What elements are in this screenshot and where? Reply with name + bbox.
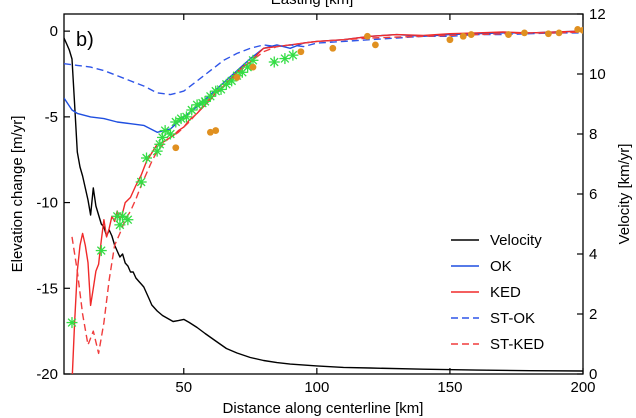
y-left-tick-label: -15 (36, 280, 58, 297)
x-tick-label: 150 (437, 379, 462, 396)
y-right-tick-label: 6 (589, 186, 597, 203)
green-asterisk-marker (180, 111, 192, 123)
green-asterisk-marker (95, 245, 107, 257)
green-asterisk-marker (141, 152, 153, 164)
legend-item-ok: OK (451, 258, 512, 275)
green-asterisk-marker (66, 317, 78, 329)
y-axis-title-right: Velocity [km/yr] (616, 144, 633, 245)
orange-dot-marker (212, 127, 220, 134)
orange-dot-marker (505, 31, 512, 38)
series-line-ked (71, 30, 583, 374)
y-left-tick-label: 0 (50, 23, 58, 40)
orange-dot-marker (372, 41, 379, 49)
x-tick-label: 100 (304, 379, 329, 396)
green-asterisk-marker (268, 56, 280, 68)
green-asterisk-marker (164, 128, 176, 140)
y-right-tick-label: 0 (589, 366, 597, 383)
y-right-tick-label: 12 (589, 6, 606, 23)
orange-dot-marker (467, 31, 475, 38)
x-tick-label: 200 (570, 379, 595, 396)
series-line-st-ok (64, 32, 583, 96)
orange-dot-marker (233, 74, 241, 81)
orange-dot-marker (459, 32, 467, 40)
x-tick-label: 50 (175, 379, 192, 396)
orange-dot-marker (297, 48, 305, 56)
orange-dot-marker (545, 30, 552, 38)
y-right-tick-label: 2 (589, 306, 597, 323)
series-line-st-ked (71, 31, 583, 355)
series-layer (64, 30, 583, 374)
orange-dot-marker (172, 144, 180, 152)
orange-dot-marker (249, 63, 257, 71)
legend-item-st-ked: ST-KED (451, 336, 544, 353)
x-axis-title: Distance along centerline [km] (223, 400, 424, 417)
legend-label-velocity: Velocity (490, 232, 542, 249)
legend-label-st-ok: ST-OK (490, 310, 535, 327)
legend: Velocity OK KED ST-OK ST-KED (451, 232, 544, 353)
series-line-velocity (64, 37, 583, 372)
orange-dot-marker (329, 44, 337, 52)
orange-dot-marker (521, 29, 528, 37)
legend-label-ked: KED (490, 284, 521, 301)
legend-label-ok: OK (490, 258, 512, 275)
legend-item-st-ok: ST-OK (451, 310, 535, 327)
y-axis-title-left: Elevation change [m/yr] (9, 116, 26, 273)
marker-layer (66, 26, 583, 329)
orange-dot-marker (579, 26, 583, 34)
legend-item-velocity: Velocity (451, 232, 542, 249)
legend-label-st-ked: ST-KED (490, 336, 544, 353)
green-asterisk-marker (114, 219, 126, 231)
orange-dot-marker (446, 36, 454, 44)
orange-dot-marker (555, 29, 563, 37)
orange-dot-marker (364, 32, 371, 40)
green-asterisk-marker (135, 176, 147, 188)
green-asterisk-marker (287, 49, 299, 61)
y-right-tick-label: 8 (589, 126, 597, 143)
green-asterisk-marker (122, 214, 134, 226)
series-line-ok (64, 30, 583, 134)
green-asterisk-marker (117, 210, 129, 222)
y-right-tick-label: 4 (589, 246, 597, 263)
orange-dot-marker (206, 128, 214, 136)
y-left-tick-label: -10 (36, 195, 58, 212)
y-left-tick-label: -20 (36, 366, 58, 383)
legend-item-ked: KED (451, 284, 521, 301)
orange-dot-marker (574, 26, 582, 33)
y-left-tick-label: -5 (45, 109, 58, 126)
panel-label: b) (76, 29, 94, 51)
top-axis-label-clipped: Easting [km] (271, 0, 354, 8)
y-right-tick-label: 10 (589, 66, 606, 83)
